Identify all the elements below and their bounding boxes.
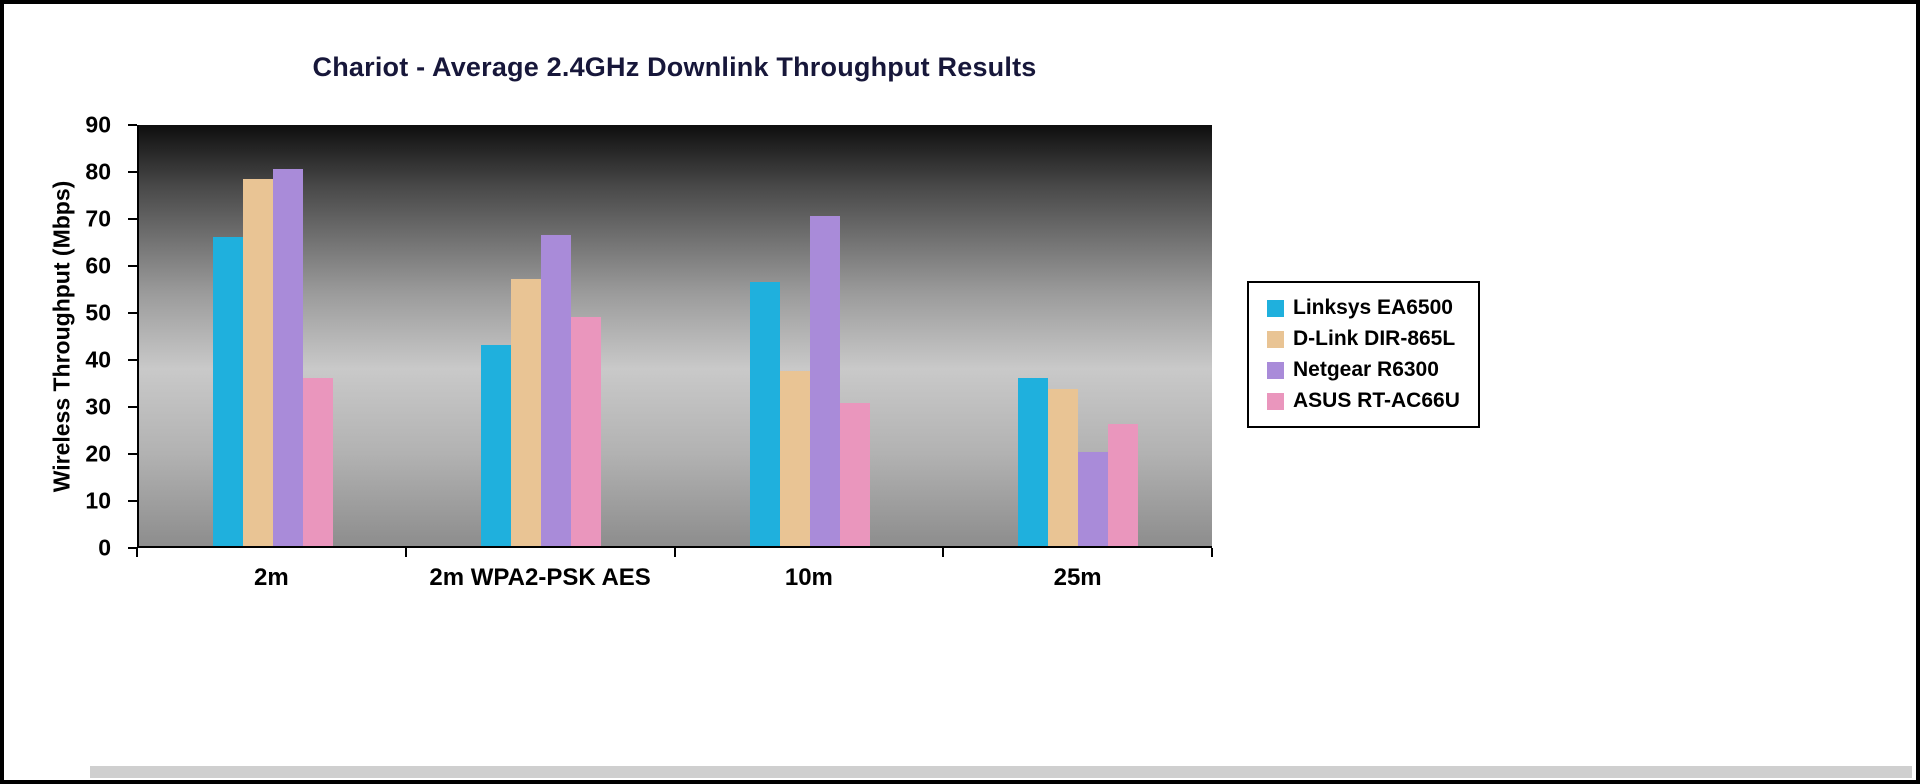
- bar-linksys-ea6500-10m: [749, 281, 780, 546]
- y-tick-label: 90: [85, 111, 111, 138]
- y-tick-label: 70: [85, 205, 111, 232]
- legend-swatch: [1267, 299, 1284, 317]
- bar-asus-rt-ac66u-10m: [839, 403, 870, 546]
- bar-d-link-dir-865l-25m: [1047, 389, 1078, 546]
- bar-asus-rt-ac66u-25m: [1107, 424, 1138, 546]
- x-axis-labels: 2m 2m WPA2-PSK AES 10m 25m: [137, 564, 1212, 592]
- legend-item-d-link-dir-865l: D-Link DIR-865L: [1267, 327, 1460, 351]
- x-label-10m: 10m: [784, 564, 833, 591]
- legend-swatch: [1267, 330, 1284, 348]
- x-label-2m-wpa2-psk-aes: 2m WPA2-PSK AES: [429, 564, 651, 591]
- x-tick-mark: [404, 548, 407, 557]
- bar-group-25m: [944, 125, 1212, 546]
- legend-label: Netgear R6300: [1293, 358, 1439, 381]
- y-tick-label: 50: [85, 299, 111, 326]
- y-tick-label: 40: [85, 346, 111, 373]
- bar-netgear-r6300-10m: [809, 216, 840, 546]
- y-tick-mark: [128, 359, 137, 361]
- legend-item-linksys-ea6500: Linksys EA6500: [1267, 296, 1460, 320]
- x-tick-mark: [942, 548, 945, 557]
- bar-d-link-dir-865l-2m-wpa2-psk-aes: [511, 279, 542, 546]
- y-tick-mark: [128, 124, 137, 126]
- legend-label: D-Link DIR-865L: [1293, 327, 1456, 350]
- legend-swatch: [1267, 392, 1284, 410]
- y-axis-ticks: 0 10 20 30 40 50 60 70 80 90: [4, 112, 137, 561]
- plot-area: [137, 125, 1212, 548]
- y-tick-label: 60: [85, 252, 111, 279]
- legend-item-netgear-r6300: Netgear R6300: [1267, 358, 1460, 382]
- legend-label: Linksys EA6500: [1293, 296, 1453, 319]
- x-label-2m: 2m: [254, 564, 289, 591]
- y-tick-label: 20: [85, 440, 111, 467]
- legend: Linksys EA6500 D-Link DIR-865L Netgear R63…: [1247, 281, 1480, 428]
- y-tick-mark: [128, 264, 137, 267]
- bar-d-link-dir-865l-10m: [779, 370, 810, 546]
- x-tick-mark: [673, 548, 676, 557]
- x-label-25m: 25m: [1053, 564, 1102, 591]
- y-tick-mark: [128, 547, 137, 549]
- y-tick-label: 80: [85, 158, 111, 185]
- y-tick-mark: [128, 312, 137, 314]
- y-tick-label: 10: [85, 487, 111, 514]
- legend-item-asus-rt-ac66u: ASUS RT-AC66U: [1267, 389, 1460, 413]
- bar-netgear-r6300-2m-wpa2-psk-aes: [541, 234, 572, 546]
- bar-group-10m: [676, 125, 944, 546]
- bottom-divider: [90, 766, 1912, 778]
- bar-group-2m-wpa2-psk-aes: [407, 125, 675, 546]
- x-tick-mark: [1211, 548, 1213, 557]
- bar-netgear-r6300-2m: [273, 169, 304, 546]
- x-axis-ticks: [136, 548, 1213, 558]
- y-tick-label: 0: [98, 534, 111, 561]
- bar-netgear-r6300-25m: [1077, 452, 1108, 546]
- legend-swatch: [1267, 361, 1284, 379]
- bar-linksys-ea6500-25m: [1017, 377, 1048, 546]
- bar-linksys-ea6500-2m-wpa2-psk-aes: [481, 344, 512, 546]
- chart-title: Chariot - Average 2.4GHz Downlink Throug…: [312, 52, 1037, 82]
- bar-linksys-ea6500-2m: [213, 237, 244, 546]
- y-tick-mark: [128, 500, 137, 502]
- bar-asus-rt-ac66u-2m-wpa2-psk-aes: [571, 316, 602, 546]
- y-tick-mark: [128, 405, 137, 408]
- bar-asus-rt-ac66u-2m: [303, 377, 334, 546]
- y-tick-label: 30: [85, 393, 111, 420]
- bar-group-2m: [139, 125, 407, 546]
- y-tick-mark: [128, 171, 137, 173]
- bar-d-link-dir-865l-2m: [243, 178, 274, 546]
- legend-label: ASUS RT-AC66U: [1293, 389, 1460, 412]
- x-tick-mark: [136, 548, 138, 557]
- y-tick-mark: [128, 453, 137, 455]
- y-tick-mark: [128, 218, 137, 220]
